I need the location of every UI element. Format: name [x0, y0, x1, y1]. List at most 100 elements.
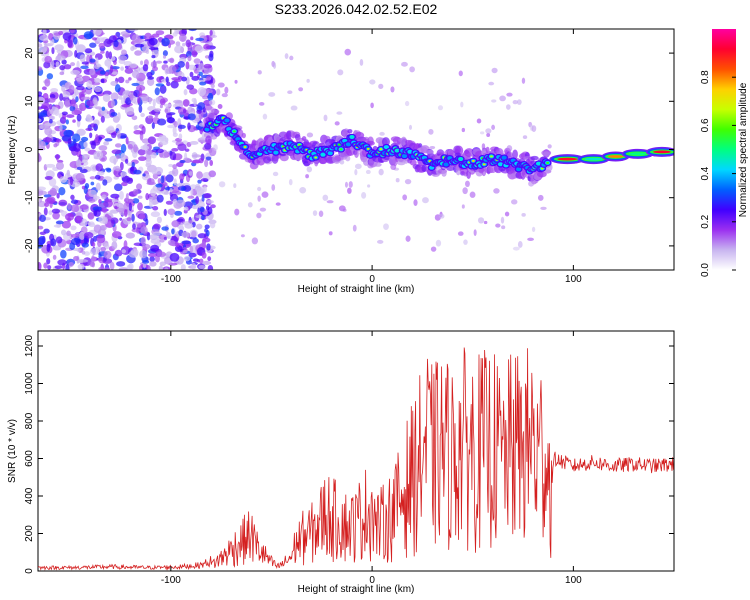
noise-blob [169, 57, 175, 64]
noise-blob [70, 70, 81, 76]
halo-blob [400, 136, 407, 146]
snr-x-axis-label: Height of straight line (km) [298, 584, 415, 595]
noise-blob [185, 61, 190, 70]
noise-blob [38, 91, 43, 96]
faint-spot [256, 212, 262, 219]
noise-blob [181, 76, 188, 82]
noise-blob [95, 182, 101, 191]
noise-blob [73, 256, 80, 261]
noise-blob [97, 170, 105, 176]
noise-blob [69, 176, 74, 186]
noise-blob [44, 175, 53, 180]
noise-blob [206, 243, 211, 251]
noise-blob [102, 114, 112, 119]
ridge-blob-mid [458, 157, 464, 162]
streak-core [628, 152, 647, 156]
noise-blob [98, 199, 102, 204]
faint-spot [408, 124, 413, 130]
faint-spot [540, 206, 547, 211]
noise-blob [43, 61, 51, 69]
faint-spot [224, 86, 229, 94]
noise-blob [195, 223, 203, 230]
noise-blob [49, 94, 56, 99]
noise-blob [123, 209, 128, 217]
faint-spot [488, 81, 495, 86]
noise-blob [93, 64, 100, 70]
faint-spot [210, 106, 214, 113]
noise-blob [62, 90, 71, 98]
faint-spot [208, 99, 216, 106]
noise-blob [175, 242, 180, 248]
faint-spot [234, 79, 238, 84]
noise-blob [165, 76, 169, 83]
figure-title: S233.2026.042.02.52.E02 [275, 1, 438, 17]
faint-spot [506, 145, 513, 152]
noise-blob [150, 244, 160, 252]
noise-blob [44, 202, 50, 208]
noise-blob [103, 250, 112, 259]
noise-blob [46, 243, 51, 252]
noise-blob [101, 106, 106, 111]
ridge-blob-mid [394, 148, 400, 153]
noise-blob [38, 112, 47, 117]
noise-blob [180, 264, 186, 270]
faint-spot [491, 67, 498, 74]
noise-blob [128, 250, 139, 258]
y-tick-label: 0 [24, 146, 35, 152]
faint-spot [531, 226, 536, 232]
noise-blob [38, 118, 42, 123]
noise-blob [199, 81, 207, 86]
noise-blob [92, 37, 98, 41]
noise-blob [110, 99, 115, 108]
noise-blob [84, 182, 90, 189]
noise-blob [95, 57, 99, 66]
noise-blob [92, 235, 98, 242]
noise-blob [131, 115, 138, 121]
noise-blob [102, 179, 108, 186]
noise-blob [195, 37, 205, 42]
noise-blob [55, 138, 62, 143]
noise-blob [94, 174, 101, 180]
faint-spot [527, 237, 534, 242]
noise-blob [71, 110, 82, 116]
noise-blob [90, 141, 97, 150]
noise-blob [100, 50, 105, 54]
noise-blob [177, 124, 186, 129]
noise-blob [91, 255, 95, 263]
noise-blob [114, 143, 122, 148]
noise-blob [38, 186, 46, 191]
noise-blob [171, 228, 175, 235]
noise-blob [210, 83, 215, 88]
noise-blob [92, 206, 102, 212]
ridge-blob-mid [349, 134, 355, 139]
noise-blob [99, 70, 106, 75]
noise-blob [38, 106, 44, 110]
noise-blob [154, 166, 164, 175]
snr-frame [37, 330, 675, 572]
noise-blob [148, 253, 158, 258]
noise-blob [99, 224, 107, 231]
noise-blob [111, 149, 122, 155]
faint-spot [547, 144, 552, 149]
faint-spot [501, 225, 506, 230]
faint-spot [404, 179, 412, 185]
noise-blob [147, 76, 155, 80]
noise-blob [118, 267, 129, 270]
noise-blob [100, 78, 105, 83]
faint-spot [334, 121, 340, 126]
spectrogram-x-axis-label: Height of straight line (km) [298, 284, 415, 295]
noise-blob [67, 202, 72, 210]
noise-blob [177, 75, 183, 80]
y-tick-label: 1200 [24, 334, 35, 357]
noise-blob [81, 242, 89, 248]
noise-blob [150, 211, 161, 218]
noise-blob [58, 30, 64, 36]
noise-blob [124, 65, 129, 69]
noise-blob [93, 77, 101, 84]
noise-blob [100, 115, 105, 123]
noise-blob [109, 261, 115, 270]
x-tick-label: 0 [369, 274, 375, 285]
faint-spot [272, 171, 279, 177]
faint-spot [405, 235, 411, 242]
